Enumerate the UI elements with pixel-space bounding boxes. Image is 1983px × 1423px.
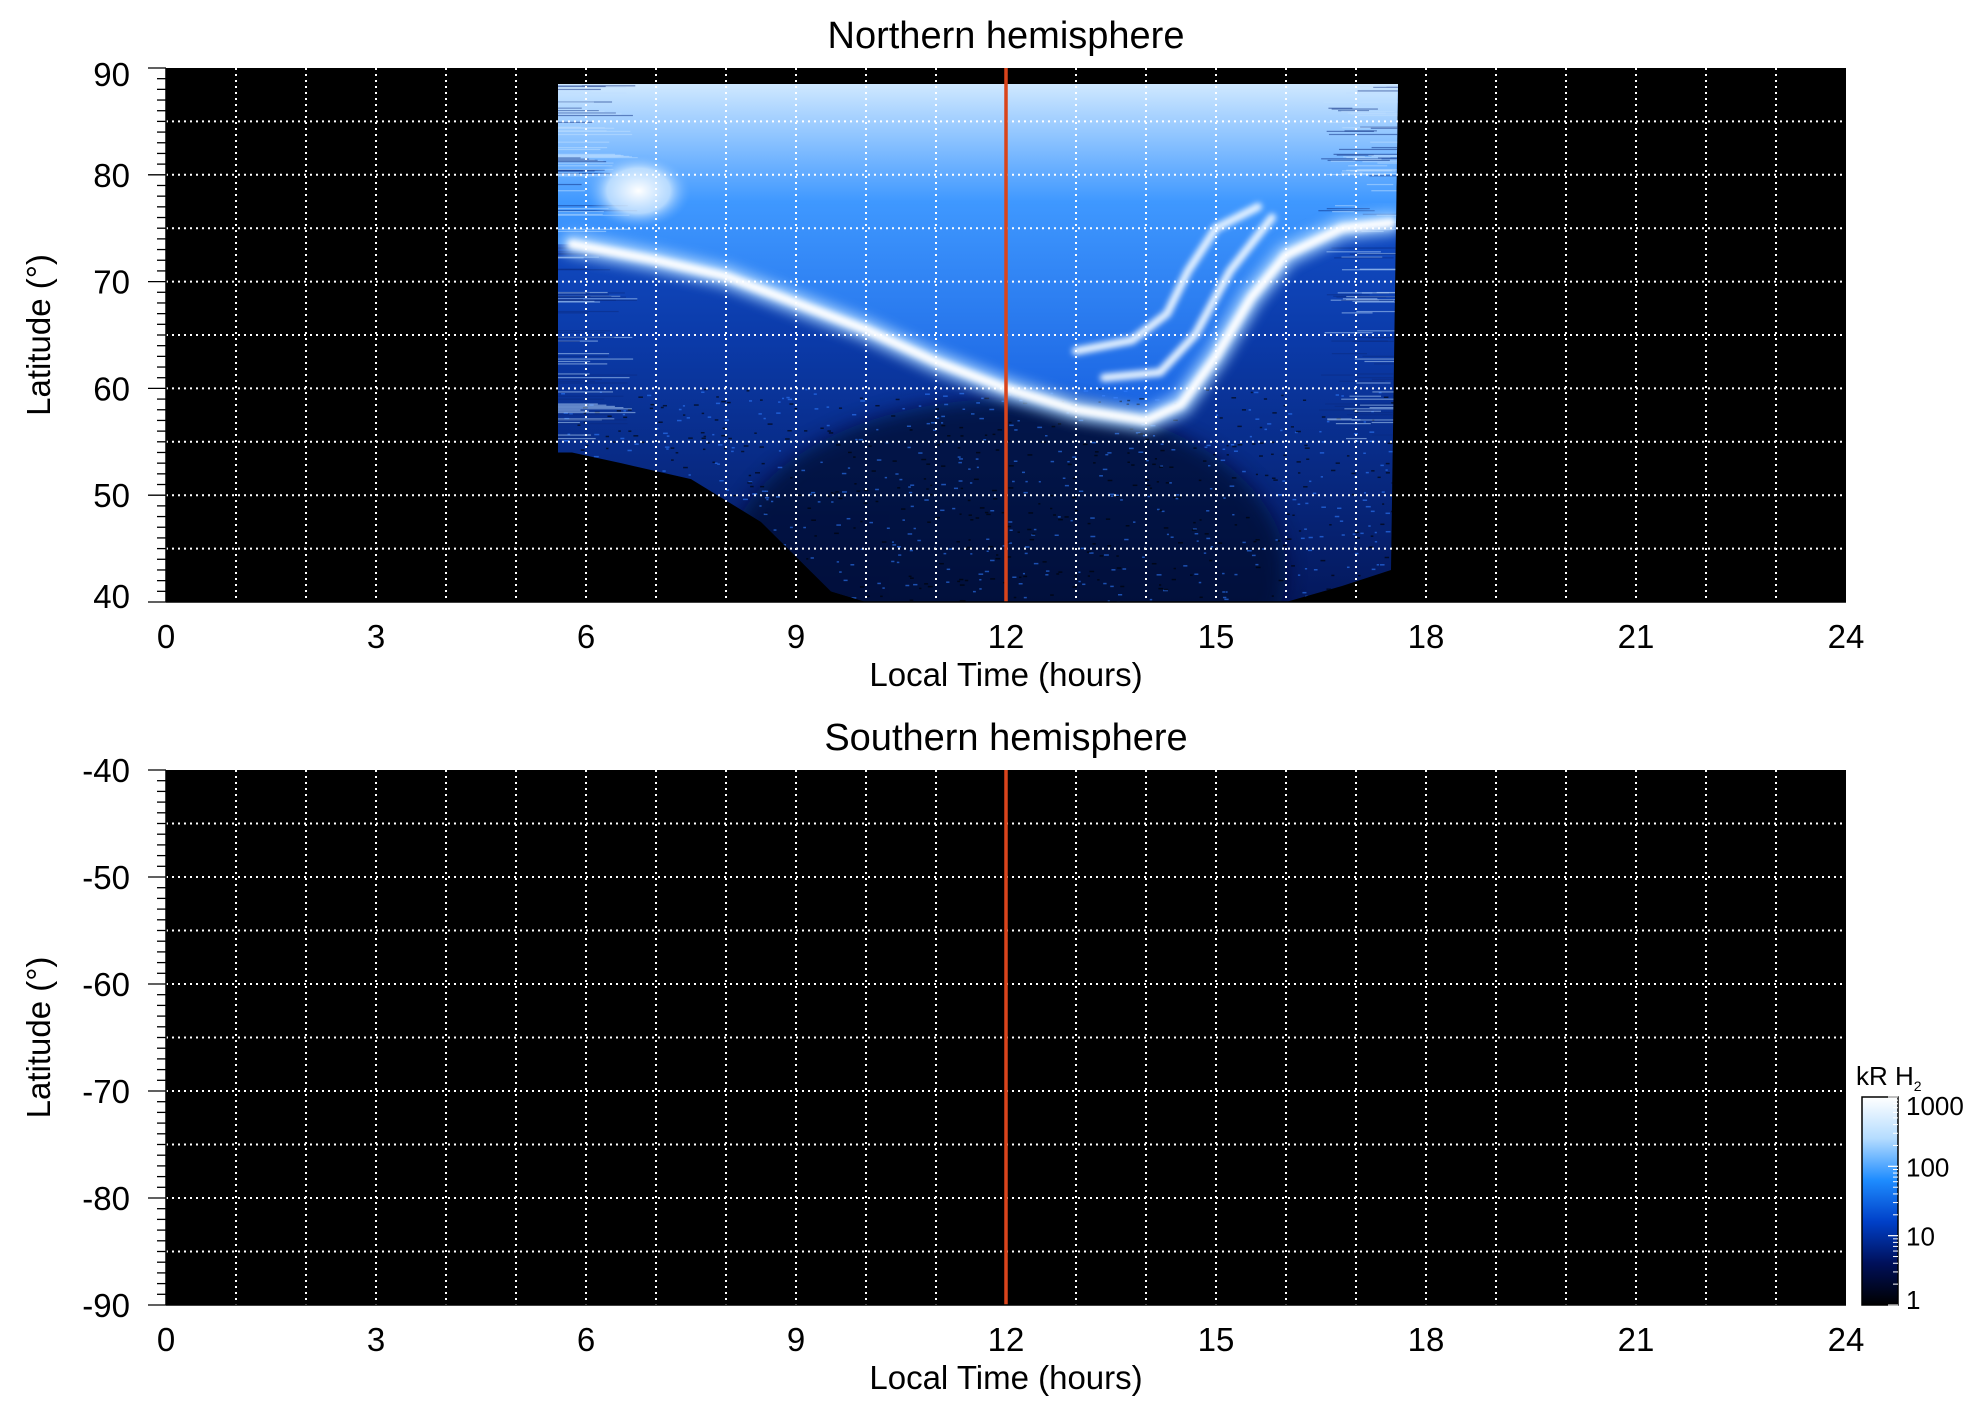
- colorbar-tick-label: 1000: [1906, 1091, 1964, 1121]
- colorbar-title-main: kR H: [1856, 1061, 1914, 1091]
- x-tick-label: 21: [1618, 618, 1655, 655]
- y-tick-label: 70: [93, 264, 130, 301]
- polar-cap-emission: [558, 84, 1398, 421]
- y-tick-label: -60: [82, 966, 130, 1003]
- y-tick-label: -80: [82, 1180, 130, 1217]
- x-tick-label: 24: [1828, 618, 1865, 655]
- y-axis-label: Latitude (°): [20, 957, 57, 1119]
- axes: 0 3 6 9 12 15 18 21 24 40 50 60 70 80 90: [93, 56, 1864, 655]
- colorbar-tick-label: 100: [1906, 1152, 1949, 1182]
- y-tick-label: -90: [82, 1287, 130, 1324]
- x-tick-label: 0: [157, 618, 175, 655]
- colorbar-tick-label: 10: [1906, 1222, 1935, 1252]
- panel-title: Northern hemisphere: [828, 15, 1185, 57]
- x-tick-label: 3: [367, 618, 385, 655]
- colorbar-scale: [1861, 1096, 1899, 1306]
- x-tick-label: 3: [367, 1321, 385, 1358]
- y-axis-label: Latitude (°): [20, 254, 57, 416]
- y-tick-label: 90: [93, 56, 130, 93]
- panel-title: Southern hemisphere: [824, 717, 1187, 759]
- x-tick-label: 12: [988, 1321, 1025, 1358]
- main-auroral-oval: [567, 218, 1396, 426]
- x-tick-label: 9: [787, 618, 805, 655]
- northern-hemisphere-panel: 0 3 6 9 12 15 18 21 24 40 50 60 70 80 90 Northern hemis…: [20, 15, 1864, 693]
- x-tick-label: 15: [1198, 618, 1235, 655]
- x-tick-label: 9: [787, 1321, 805, 1358]
- x-axis-label: Local Time (hours): [869, 656, 1142, 693]
- x-tick-label: 24: [1828, 1321, 1865, 1358]
- x-axis-label: Local Time (hours): [869, 1359, 1142, 1396]
- bright-dawn-patch: [586, 153, 691, 229]
- x-tick-label: 6: [577, 1321, 595, 1358]
- southern-hemisphere-panel: 0 3 6 9 12 15 18 21 24 -40 -50 -60 -70 -80 -90 Southern…: [20, 717, 1864, 1396]
- auroral-emission-map: [558, 84, 1398, 602]
- secondary-arc-1: [1072, 202, 1262, 356]
- axes: 0 3 6 9 12 15 18 21 24 -40 -50 -60 -70 -80 -90: [82, 752, 1864, 1358]
- x-tick-label: 15: [1198, 1321, 1235, 1358]
- coverage-region: [558, 84, 1398, 602]
- x-tick-label: 18: [1408, 618, 1445, 655]
- x-tick-label: 18: [1408, 1321, 1445, 1358]
- y-tick-label: 60: [93, 370, 130, 407]
- colorbar-title: kR H2: [1856, 1061, 1922, 1094]
- y-tick-label: 50: [93, 477, 130, 514]
- y-tick-label: -40: [82, 752, 130, 789]
- y-tick-label: -50: [82, 859, 130, 896]
- y-tick-label: 80: [93, 157, 130, 194]
- colorbar-title-subscript: 2: [1914, 1078, 1922, 1094]
- x-tick-label: 6: [577, 618, 595, 655]
- y-tick-label: -70: [82, 1073, 130, 1110]
- colorbar-tick-label: 1: [1906, 1285, 1920, 1315]
- x-tick-label: 21: [1618, 1321, 1655, 1358]
- x-tick-label: 12: [988, 618, 1025, 655]
- y-tick-label: 40: [93, 578, 130, 615]
- x-tick-label: 0: [157, 1321, 175, 1358]
- secondary-arc-2: [1100, 213, 1276, 382]
